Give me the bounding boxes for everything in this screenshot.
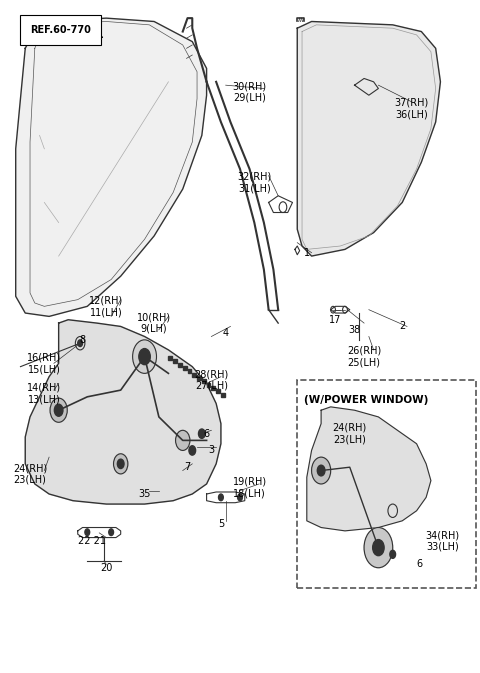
Text: 35: 35 [138,489,151,499]
Circle shape [109,529,114,536]
Text: 24(RH)
23(LH): 24(RH) 23(LH) [13,463,47,485]
Text: 30(RH)
29(LH): 30(RH) 29(LH) [232,81,266,103]
Text: 4: 4 [223,328,229,338]
Circle shape [85,529,90,536]
Circle shape [199,429,205,438]
Circle shape [238,494,242,501]
Circle shape [117,459,124,468]
Text: 10(RH)
9(LH): 10(RH) 9(LH) [137,312,171,334]
Text: 8: 8 [80,335,85,345]
Bar [202,380,205,384]
Text: 22 21: 22 21 [78,536,106,546]
Text: 12(RH)
11(LH): 12(RH) 11(LH) [89,295,123,317]
Text: 6: 6 [204,429,210,439]
Circle shape [317,465,325,476]
Circle shape [390,551,396,559]
Text: 38: 38 [348,325,360,334]
Bar [206,383,210,387]
Text: 2: 2 [399,322,406,331]
Circle shape [54,404,63,417]
Text: 19(RH)
18(LH): 19(RH) 18(LH) [232,476,266,498]
Bar [173,359,177,363]
Polygon shape [307,407,431,531]
Bar [197,376,201,380]
Circle shape [50,398,67,422]
Text: 37(RH)
36(LH): 37(RH) 36(LH) [395,98,429,119]
Bar [168,356,172,360]
Text: 24(RH)
23(LH): 24(RH) 23(LH) [333,423,367,444]
Circle shape [189,446,196,455]
Text: 7: 7 [184,462,191,472]
Text: 14(RH)
13(LH): 14(RH) 13(LH) [27,383,61,404]
Circle shape [218,494,223,501]
Bar [221,393,225,397]
Bar [183,366,187,370]
Text: 3: 3 [208,446,215,456]
Text: (W/POWER WINDOW): (W/POWER WINDOW) [304,395,429,405]
Polygon shape [297,22,441,256]
Circle shape [78,340,83,347]
Text: 32(RH)
31(LH): 32(RH) 31(LH) [237,172,272,193]
Bar [216,390,220,394]
Circle shape [312,457,331,484]
Text: 20: 20 [100,563,113,573]
Bar [178,363,182,367]
FancyBboxPatch shape [297,380,476,588]
Text: 28(RH)
27(LH): 28(RH) 27(LH) [194,369,228,391]
Circle shape [132,340,156,374]
Text: 17: 17 [329,315,342,325]
Circle shape [114,454,128,474]
Circle shape [372,540,384,556]
Polygon shape [25,320,221,504]
Text: 16(RH)
15(LH): 16(RH) 15(LH) [27,353,61,374]
Text: 5: 5 [218,519,224,529]
Bar [188,369,192,374]
Text: 6: 6 [416,559,422,569]
Circle shape [364,528,393,568]
Text: 34(RH)
33(LH): 34(RH) 33(LH) [426,530,460,552]
Circle shape [176,430,190,450]
Polygon shape [16,18,206,316]
Text: 1: 1 [304,248,310,258]
Text: 26(RH)
25(LH): 26(RH) 25(LH) [347,346,381,367]
Bar [192,373,196,377]
Bar [211,386,215,390]
Text: REF.60-770: REF.60-770 [30,25,91,35]
Circle shape [139,349,150,365]
